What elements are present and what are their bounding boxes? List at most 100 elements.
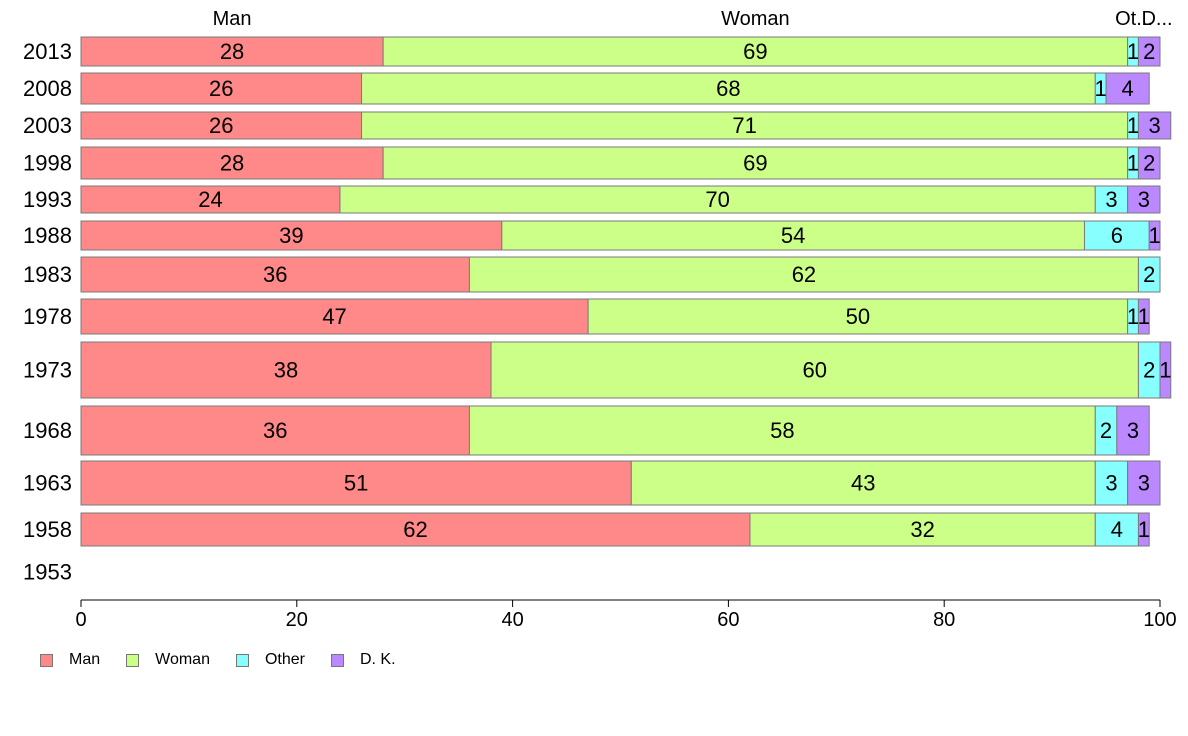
data-label-1978-1: 50 xyxy=(846,304,870,329)
bar-segment-2008-3 xyxy=(1105,72,1150,105)
bar-segment-1983-2 xyxy=(1137,256,1161,293)
data-label-1958-3: 1 xyxy=(1138,517,1150,542)
data-label-2003-1: 71 xyxy=(732,113,756,138)
bar-segment-2013-3 xyxy=(1137,36,1161,67)
bar-segment-1978-1 xyxy=(587,298,1129,335)
legend-item-other: Other xyxy=(235,651,305,669)
data-label-2013-1: 69 xyxy=(743,39,767,64)
data-label-2008-1: 68 xyxy=(716,76,740,101)
year-label-2008: 2008 xyxy=(23,76,72,101)
data-label-1968-3: 3 xyxy=(1127,418,1139,443)
x-tick-label-20: 20 xyxy=(286,609,308,631)
bar-segment-2003-0 xyxy=(80,111,363,140)
data-label-1978-3: 1 xyxy=(1138,304,1150,329)
year-label-1988: 1988 xyxy=(23,223,72,248)
column-label-woman: Woman xyxy=(721,8,790,30)
column-label-man: Man xyxy=(213,8,252,30)
data-label-1973-3: 1 xyxy=(1159,358,1171,383)
bar-segment-2008-0 xyxy=(80,72,363,105)
data-label-1998-0: 28 xyxy=(220,151,244,176)
data-label-1983-2: 2 xyxy=(1143,262,1155,287)
bar-segment-1993-3 xyxy=(1127,185,1161,214)
legend-item-dk: D. K. xyxy=(330,651,396,669)
data-label-1958-0: 62 xyxy=(403,517,427,542)
data-label-1968-0: 36 xyxy=(263,418,287,443)
data-label-2013-3: 2 xyxy=(1143,39,1155,64)
bar-segment-2008-1 xyxy=(361,72,1096,105)
legend-swatch-dk xyxy=(330,653,344,667)
data-label-1973-2: 2 xyxy=(1143,358,1155,383)
data-label-2013-2: 1 xyxy=(1127,39,1139,64)
bar-segment-1968-0 xyxy=(80,405,470,456)
data-label-2008-2: 1 xyxy=(1095,76,1107,101)
legend-label-dk: D. K. xyxy=(359,651,396,668)
legend-swatch-man xyxy=(40,653,53,667)
data-label-1963-1: 43 xyxy=(851,471,875,496)
data-label-2003-3: 3 xyxy=(1148,113,1160,138)
data-label-1988-1: 54 xyxy=(781,223,805,248)
legend-label-woman: Woman xyxy=(155,651,210,668)
bar-segment-1973-0 xyxy=(80,341,492,399)
bar-segment-1968-3 xyxy=(1116,405,1150,456)
year-label-1978: 1978 xyxy=(23,304,72,329)
bar-segment-1958-3 xyxy=(1137,512,1150,547)
bar-segment-1988-2 xyxy=(1083,220,1150,251)
bar-segment-1983-0 xyxy=(80,256,470,293)
legend: Man Woman Other D. K. xyxy=(40,651,422,669)
x-tick-label-60: 60 xyxy=(717,609,739,631)
bar-segment-1963-3 xyxy=(1127,460,1161,506)
bar-segment-1998-3 xyxy=(1137,146,1161,180)
year-label-1953: 1953 xyxy=(23,560,72,585)
data-label-2003-2: 1 xyxy=(1127,113,1139,138)
x-tick-label-80: 80 xyxy=(933,609,955,631)
data-label-1968-2: 2 xyxy=(1100,418,1112,443)
bar-segment-1963-1 xyxy=(630,460,1096,506)
x-tick-label-40: 40 xyxy=(501,609,523,631)
data-label-1983-1: 62 xyxy=(792,262,816,287)
legend-label-man: Man xyxy=(69,651,101,668)
bar-segment-1988-3 xyxy=(1148,220,1161,251)
data-label-2013-0: 28 xyxy=(220,39,244,64)
legend-item-woman: Woman xyxy=(126,651,210,669)
legend-item-man: Man xyxy=(40,651,100,669)
data-label-1998-2: 1 xyxy=(1127,151,1139,176)
bar-segment-2003-1 xyxy=(361,111,1129,140)
data-label-1973-0: 38 xyxy=(274,358,298,383)
data-label-2008-3: 4 xyxy=(1122,76,1134,101)
data-label-1993-0: 24 xyxy=(198,187,222,212)
data-label-1988-2: 6 xyxy=(1111,223,1123,248)
data-label-1998-1: 69 xyxy=(743,151,767,176)
data-label-1968-1: 58 xyxy=(770,418,794,443)
data-label-1963-3: 3 xyxy=(1138,471,1150,496)
bar-segment-1978-3 xyxy=(1137,298,1150,335)
data-label-1978-0: 47 xyxy=(322,304,346,329)
bar-segment-1993-1 xyxy=(339,185,1096,214)
bar-segment-1958-2 xyxy=(1094,512,1139,547)
legend-label-other: Other xyxy=(264,651,305,668)
year-label-1998: 1998 xyxy=(23,151,72,176)
year-label-1963: 1963 xyxy=(23,471,72,496)
bar-segment-1968-1 xyxy=(468,405,1096,456)
bar-segment-1973-1 xyxy=(490,341,1139,399)
data-label-1993-3: 3 xyxy=(1138,187,1150,212)
data-label-1983-0: 36 xyxy=(263,262,287,287)
bar-segment-1988-1 xyxy=(501,220,1085,251)
bar-segment-1973-3 xyxy=(1159,341,1172,399)
bar-segment-1998-0 xyxy=(80,146,384,180)
bar-segment-1993-0 xyxy=(80,185,341,214)
x-tick-label-100: 100 xyxy=(1143,609,1176,631)
bar-segment-1963-2 xyxy=(1094,460,1129,506)
data-label-1963-0: 51 xyxy=(344,471,368,496)
bar-segment-1958-0 xyxy=(80,512,751,547)
data-label-2003-0: 26 xyxy=(209,113,233,138)
year-label-1968: 1968 xyxy=(23,418,72,443)
bar-segment-1983-1 xyxy=(468,256,1139,293)
year-label-1993: 1993 xyxy=(23,187,72,212)
legend-swatch-other xyxy=(235,653,249,667)
year-label-1973: 1973 xyxy=(23,358,72,383)
year-label-1983: 1983 xyxy=(23,262,72,287)
legend-swatch-woman xyxy=(126,653,140,667)
data-label-1978-2: 1 xyxy=(1127,304,1139,329)
data-label-2008-0: 26 xyxy=(209,76,233,101)
